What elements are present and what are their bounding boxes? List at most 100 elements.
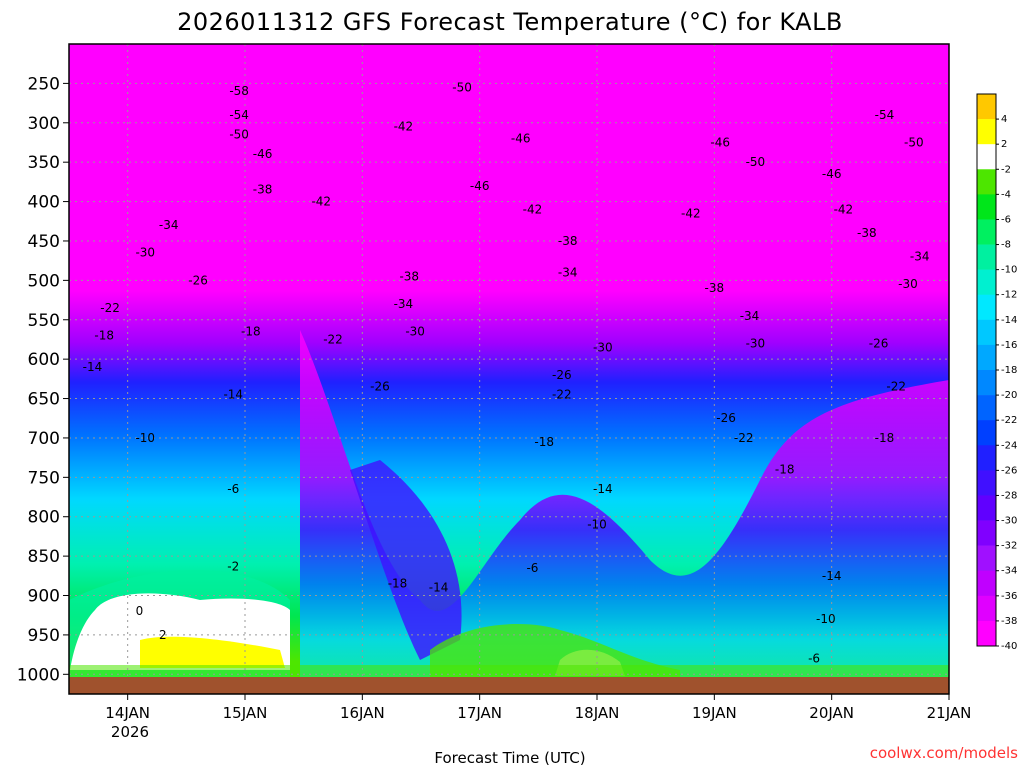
x-axis-ticks: 14JAN 15JAN 16JAN 17JAN 18JAN 19JAN 20JAN 21JAN — [105, 694, 971, 722]
contour-label: -30 — [135, 246, 155, 260]
colorbar-swatch — [977, 495, 996, 521]
colorbar-tick-label: -40 — [1001, 641, 1017, 652]
contour-label: -26 — [552, 368, 572, 382]
x-tick-label: 14JAN — [105, 704, 150, 722]
colorbar-swatch — [977, 445, 996, 471]
plot-frame — [68, 43, 950, 695]
contour-label: -30 — [746, 336, 766, 350]
colorbar-swatch — [977, 194, 996, 220]
colorbar-swatch — [977, 520, 996, 546]
x-tick-label: 17JAN — [457, 704, 502, 722]
colorbar-tick-label: 2 — [1001, 139, 1007, 150]
contour-label: -26 — [716, 411, 736, 425]
colorbar-tick-label: -32 — [1001, 541, 1017, 552]
colorbar-tick-label: -22 — [1001, 415, 1017, 426]
contour-label: -46 — [253, 147, 273, 161]
contour-label: -38 — [857, 226, 877, 240]
contour-label: -6 — [227, 482, 239, 496]
x-tick-label: 20JAN — [809, 704, 854, 722]
ground-terrain-band — [69, 677, 949, 694]
colorbar-swatch — [977, 319, 996, 346]
contour-label: -14 — [593, 482, 613, 496]
colorbar-swatch — [977, 269, 996, 296]
cold-intrusion-region — [300, 330, 949, 694]
y-tick-label: 350 — [28, 153, 60, 173]
colorbar-tick-label: -26 — [1001, 465, 1017, 476]
contour-label: -26 — [869, 336, 889, 350]
x-tick-label: 18JAN — [575, 704, 620, 722]
colorbar-tick-label: -34 — [1001, 566, 1017, 577]
contour-label: -18 — [241, 325, 261, 339]
colorbar-tick-label: -36 — [1001, 591, 1017, 602]
contour-label: -50 — [229, 128, 249, 142]
contour-label: -38 — [253, 183, 273, 197]
colorbar-tick-label: -38 — [1001, 616, 1017, 627]
contour-label: -18 — [875, 431, 895, 445]
colorbar-tick-label: -24 — [1001, 440, 1017, 451]
y-tick-label: 1000 — [17, 665, 60, 685]
y-tick-label: 250 — [28, 74, 60, 94]
x-tick-label: 15JAN — [223, 704, 268, 722]
contour-label: -46 — [511, 131, 531, 145]
contour-label: -14 — [223, 388, 243, 402]
contour-label: -10 — [135, 431, 155, 445]
colorbar-tick-label: -2 — [1001, 164, 1011, 175]
colorbar-swatch — [977, 420, 996, 446]
y-tick-label: 800 — [28, 508, 60, 528]
colorbar-swatch — [977, 119, 996, 145]
y-tick-label: 500 — [28, 271, 60, 291]
surface-green-band — [69, 665, 949, 680]
colorbar-tick-label: -12 — [1001, 290, 1017, 301]
contour-labels: -58-54-50-46-38-42-34-30-26-22-18 -18-22-… — [83, 80, 930, 665]
colorbar-swatch — [977, 144, 996, 170]
chart-title: 2026011312 GFS Forecast Temperature (°C)… — [177, 8, 843, 36]
y-tick-label: 550 — [28, 311, 60, 331]
contour-label: -18 — [388, 577, 408, 591]
colorbar: 4 2 -2 -4 -6 -8 -10 -12 -14 -16 -18 -20 -22 -24 -26 -28… — [976, 93, 1017, 652]
contour-label: -58 — [229, 84, 249, 98]
colorbar-tick-label: -10 — [1001, 265, 1017, 276]
colorbar-tick-label: -30 — [1001, 516, 1017, 527]
x-tick-label: 19JAN — [692, 704, 737, 722]
contour-label: -22 — [323, 332, 343, 346]
colorbar-tick-label: -4 — [1001, 189, 1011, 200]
x-tick-label: 21JAN — [927, 704, 972, 722]
contour-label: -34 — [558, 265, 578, 279]
grid-lines — [69, 44, 949, 694]
contour-label: -26 — [188, 273, 208, 287]
colorbar-tick-label: -18 — [1001, 365, 1017, 376]
contour-label: -34 — [159, 218, 179, 232]
colorbar-swatch — [977, 620, 996, 647]
contour-label: -46 — [822, 167, 842, 181]
contour-label: -22 — [734, 431, 754, 445]
colorbar-swatch — [977, 370, 996, 396]
y-tick-label: 450 — [28, 232, 60, 252]
contour-label: -42 — [523, 202, 543, 216]
colorbar-swatch — [977, 570, 996, 597]
colorbar-swatch — [977, 219, 996, 245]
y-tick-label: 750 — [28, 468, 60, 488]
contour-label: -50 — [904, 135, 924, 149]
colorbar-swatch — [977, 294, 996, 321]
y-tick-label: 600 — [28, 350, 60, 370]
contour-label: -30 — [593, 340, 613, 354]
warm-nose-region — [140, 636, 285, 668]
x-tick-year: 2026 — [111, 723, 149, 741]
y-tick-label: 850 — [28, 547, 60, 567]
y-tick-label: 650 — [28, 390, 60, 410]
contour-label: -38 — [705, 281, 725, 295]
colorbar-swatch — [977, 169, 996, 195]
x-axis-label: Forecast Time (UTC) — [434, 749, 585, 767]
contour-label: -34 — [394, 297, 414, 311]
contour-label: -30 — [898, 277, 918, 291]
colorbar-swatch — [977, 395, 996, 421]
colorbar-tick-label: 4 — [1001, 114, 1007, 125]
source-credit: coolwx.com/models — [870, 744, 1018, 762]
contour-label: -34 — [740, 309, 760, 323]
colorbar-swatch — [977, 470, 996, 496]
y-tick-label: 700 — [28, 429, 60, 449]
colorbar-tick-label: -8 — [1001, 240, 1011, 251]
contour-label: -10 — [816, 612, 836, 626]
contour-label: 2 — [159, 628, 167, 642]
